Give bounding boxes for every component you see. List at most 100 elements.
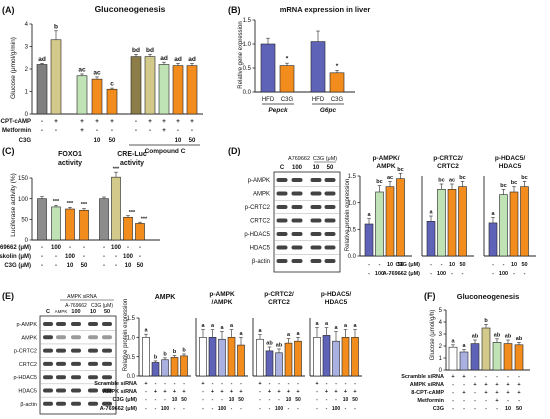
panel-e-cell: + — [277, 389, 280, 395]
panel-d-cell: - — [379, 262, 381, 268]
panel-c-letter: (C) — [2, 146, 15, 156]
panel-e-blot-sub: A-769662 — [65, 303, 87, 309]
E-pCRTC2-bar — [256, 338, 264, 377]
F-bar — [470, 343, 480, 371]
C-FOXO1-bar-label: *** — [67, 201, 74, 207]
panel-e-band — [71, 322, 81, 326]
panel-e-cell: - — [240, 381, 242, 387]
D-pCRTC2-bar-label: bc — [459, 175, 465, 181]
panel-a-cell-mark: - — [41, 118, 43, 125]
D-pAMPK-y-tick-label: 0.5 — [348, 228, 357, 234]
panel-d-band — [324, 191, 336, 196]
panel-d-lane-label: 50 — [327, 165, 334, 171]
panel-d-band — [291, 205, 303, 209]
C-CRE-bar-label: *** — [113, 167, 120, 173]
panel-f-cell: + — [451, 374, 454, 380]
E-AMPK-bar — [151, 362, 160, 377]
panel-e-band — [88, 348, 98, 353]
D-pCRTC2-bar — [437, 189, 446, 257]
panel-e-cell: - — [335, 381, 337, 387]
panel-c-y-label: Luciferase activity (%) — [10, 173, 17, 237]
B-bar — [279, 65, 295, 93]
panel-f-cell: - — [452, 398, 454, 404]
F-bar-label: ab — [494, 332, 501, 338]
panel-d-blot-label: p-AMPK — [248, 178, 270, 184]
panel-a-cell-mark: + — [95, 118, 99, 125]
panel-d-band — [310, 205, 322, 209]
panel-e-band — [56, 335, 66, 340]
panel-e-cell: 50 — [352, 397, 358, 403]
panel-e-cell: - — [316, 406, 318, 412]
D-pAMPK-y-tick-label: 1.5 — [348, 174, 357, 180]
panel-d-band — [291, 232, 303, 236]
D-pAMPK-bar — [396, 178, 405, 257]
panel-c-title-1b: activity — [58, 160, 82, 167]
E-pCRTC2-bar-label: a — [296, 331, 300, 337]
panel-e-cell: - — [316, 397, 318, 403]
panel-f-cell: + — [517, 390, 520, 396]
panel-c-row-label: A769662 (μM) — [0, 245, 31, 251]
E-pCRTC2-bar — [294, 340, 302, 377]
panel-a-title: Gluconeogenesis — [95, 4, 166, 14]
D-pCRTC2-bar — [426, 221, 436, 257]
panel-e-band — [102, 388, 112, 393]
panel-d-band — [324, 205, 336, 209]
panel-e-cell: - — [145, 406, 147, 412]
panel-e-cell: - — [269, 397, 271, 403]
panel-d-cell: - — [492, 262, 494, 268]
A-bar-label: ad — [38, 56, 46, 63]
E-pCRTC2-bar — [265, 350, 274, 377]
F-bar — [503, 343, 513, 371]
panel-f-cell: - — [452, 390, 454, 396]
A-y-tick-label: 2 — [25, 67, 29, 73]
panel-e-band — [43, 388, 53, 393]
panel-c-cell: - — [139, 245, 141, 251]
E-pCRTC2-bar-label: a — [258, 328, 262, 334]
panel-e-chart-title: AMPK — [155, 294, 176, 301]
panel-c-cell: - — [41, 254, 43, 260]
panel-d-cell: 50 — [397, 262, 403, 268]
panel-e-cell: - — [155, 381, 157, 387]
B-bar — [310, 41, 326, 93]
panel-c-cell: - — [83, 245, 85, 251]
panel-f-letter: (F) — [424, 291, 436, 301]
panel-e-row-label: AMPK siRNA — [103, 389, 137, 395]
E-AMPK-bar-label: b — [163, 351, 167, 357]
panel-e-band — [71, 361, 81, 366]
panel-e-cell: + — [353, 389, 356, 395]
panel-a-y-label: Glucose (μmol/g/min) — [10, 37, 17, 99]
panel-e-cell: 100 — [218, 406, 227, 412]
C-FOXO1-bar — [51, 206, 61, 241]
panel-a-cell-mark: + — [110, 118, 114, 125]
panel-f-cell: - — [518, 374, 520, 380]
D-pHDAC5-bar-label: bc — [500, 183, 506, 189]
panel-e-cell: + — [211, 389, 214, 395]
panel-d-blot-label: CRTC2 — [250, 219, 271, 225]
panel-e-blot-label: β-actin — [20, 402, 37, 408]
panel-e-cell: 100 — [332, 406, 341, 412]
panel-e-band — [102, 361, 112, 366]
F-y-tick-label: 5 — [439, 308, 443, 314]
panel-e-band — [71, 401, 81, 406]
panel-e-cell: + — [154, 389, 157, 395]
panel-e-band — [102, 348, 112, 353]
E-pHDAC5-bar-label: a — [334, 325, 338, 331]
panel-e-band — [88, 322, 98, 326]
A-bar — [91, 78, 103, 115]
panel-a-row-label: C3G — [19, 138, 32, 144]
A-bar — [76, 75, 88, 115]
panel-e-lane-label: AMPK — [55, 309, 68, 314]
panel-d-band — [324, 259, 336, 263]
panel-a-cell-mark: + — [80, 127, 84, 134]
D-pCRTC2-bar-label: ac — [449, 178, 455, 184]
panel-e-cell: + — [144, 381, 147, 387]
panel-e-blot-label: CRTC2 — [19, 362, 37, 368]
panel-b-gene-label: G6pc — [320, 107, 337, 114]
D-pAMPK-bar — [385, 186, 395, 257]
E-AMPK-bar-label: a — [144, 328, 148, 334]
panel-d-band — [276, 232, 288, 236]
F-bar-label: b — [484, 318, 488, 324]
panel-e-cell: - — [221, 381, 223, 387]
panel-e-cell: + — [268, 389, 271, 395]
E-AMPK-bar-label: b — [154, 354, 158, 360]
